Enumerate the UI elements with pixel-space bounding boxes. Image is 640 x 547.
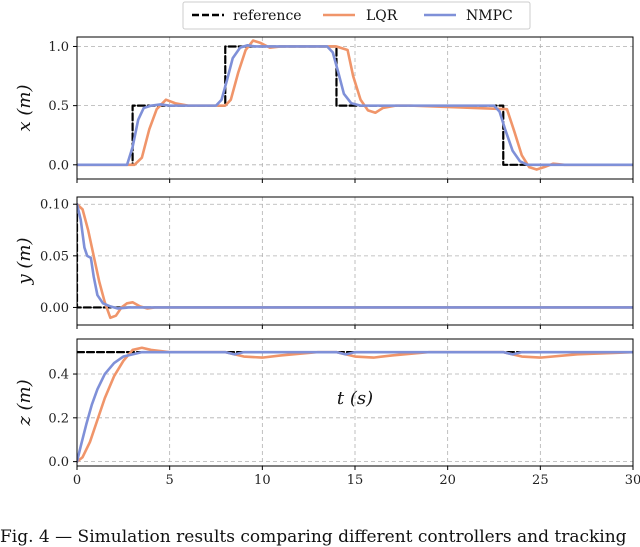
- y-axis-label: x (m): [14, 85, 35, 132]
- x-tick-label: 0: [73, 473, 81, 488]
- subplot-z: 0 5 10 15 20 25 30 0.0 0.2 0.4 z (m): [14, 338, 640, 488]
- series-line-lqr: [77, 39, 633, 171]
- y-tick-label: 1.0: [48, 40, 69, 55]
- y-tick-label: 0.5: [48, 99, 69, 114]
- legend: reference LQR NMPC: [182, 1, 531, 30]
- x-tick-label: 20: [439, 473, 456, 488]
- subplot-y: 0.00 0.05 0.10 y (m): [14, 196, 634, 329]
- y-tick-label: 0.4: [48, 368, 69, 383]
- series-line-nmpc: [77, 43, 633, 167]
- y-axis-label: y (m): [14, 237, 35, 285]
- y-tick-label: 0.0: [48, 158, 69, 173]
- x-tick-label: 30: [625, 473, 640, 488]
- figure-caption: Fig. 4 — Simulation results comparing di…: [0, 527, 627, 547]
- subplot-x: 0.0 0.5 1.0 x (m): [14, 36, 634, 183]
- y-tick-label: 0.0: [48, 455, 69, 470]
- y-tick-label: 0.05: [40, 249, 69, 264]
- legend-label-lqr: LQR: [366, 8, 398, 24]
- y-tick-label: 0.2: [48, 411, 69, 426]
- legend-label-reference: reference: [233, 8, 302, 24]
- x-tick-label: 25: [532, 473, 549, 488]
- x-tick-label: 10: [254, 473, 271, 488]
- y-axis-label: z (m): [14, 379, 35, 426]
- series-line-nmpc: [77, 202, 633, 310]
- y-tick-label: 0.00: [40, 301, 69, 316]
- x-tick-label: 5: [166, 473, 174, 488]
- legend-frame: [182, 1, 531, 30]
- x-axis-label: t (s): [337, 388, 373, 409]
- x-tick-label: 15: [347, 473, 364, 488]
- legend-label-nmpc: NMPC: [466, 8, 513, 24]
- series-line-nmpc: [77, 350, 633, 463]
- y-tick-label: 0.10: [40, 198, 69, 213]
